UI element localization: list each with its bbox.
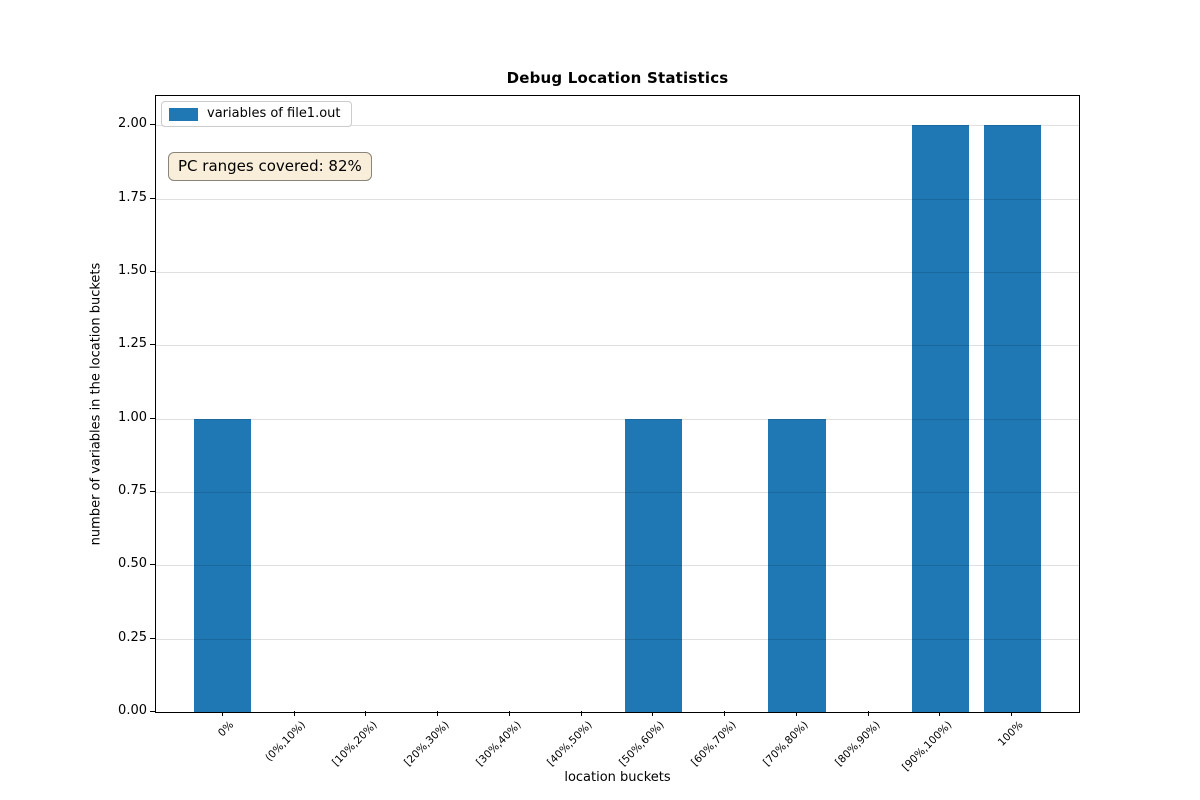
y-tick — [150, 564, 155, 566]
y-tick-label: 1.25 — [118, 336, 147, 352]
x-tick-label: 100% — [996, 719, 1026, 749]
y-tick — [150, 124, 155, 126]
bar — [768, 418, 826, 712]
legend-swatch-icon — [169, 107, 198, 121]
x-tick — [293, 711, 295, 716]
y-tick-label: 1.00 — [118, 409, 147, 425]
y-tick-label: 0.00 — [118, 703, 147, 718]
chart-title: Debug Location Statistics — [506, 69, 729, 87]
gridline — [156, 198, 1079, 200]
x-tick-label: (0%,10%) — [263, 719, 309, 764]
x-tick-label: [90%,100%) — [899, 719, 954, 774]
x-tick-label: 0% — [215, 719, 237, 740]
x-tick — [939, 711, 941, 716]
y-tick — [150, 637, 155, 639]
gridline — [156, 125, 1079, 127]
gridline — [156, 272, 1079, 273]
bar — [624, 418, 683, 712]
x-tick-label: [40%,50%) — [545, 719, 596, 769]
annotation-pc-ranges-covered: PC ranges covered: 82% — [168, 152, 372, 181]
x-tick — [724, 711, 726, 716]
y-tick — [150, 491, 155, 492]
y-tick-label: 0.25 — [118, 629, 147, 645]
bar — [194, 418, 252, 712]
legend-label: variables of file1.out — [207, 106, 341, 121]
plot-area: variables of file1.out PC ranges covered… — [155, 95, 1080, 713]
x-axis-label: location buckets — [564, 770, 671, 785]
x-tick — [365, 711, 367, 716]
gridline — [156, 418, 1079, 420]
y-tick-label: 2.00 — [118, 116, 147, 132]
bar — [983, 125, 1041, 712]
bar — [911, 125, 970, 712]
x-tick — [221, 711, 223, 716]
y-tick — [150, 417, 155, 419]
x-tick — [580, 711, 582, 716]
y-axis-label: number of variables in the location buck… — [88, 262, 104, 546]
gridline — [156, 565, 1079, 567]
x-tick — [652, 711, 654, 716]
x-tick-label: [80%,90%) — [832, 719, 883, 769]
x-tick-label: [20%,30%) — [401, 719, 452, 769]
x-tick-label: [10%,20%) — [330, 719, 380, 769]
gridline — [156, 492, 1079, 493]
y-tick — [150, 197, 155, 199]
y-tick-label: 1.75 — [118, 189, 147, 205]
x-tick — [437, 711, 439, 716]
x-tick — [1011, 711, 1013, 716]
y-tick — [150, 344, 155, 346]
x-tick — [867, 711, 869, 716]
x-tick-label: [30%,40%) — [473, 719, 524, 769]
legend: variables of file1.out — [161, 101, 352, 127]
y-tick — [150, 271, 155, 272]
x-tick-label: [50%,60%) — [617, 719, 667, 769]
y-tick-label: 1.50 — [118, 263, 147, 278]
y-tick — [150, 711, 155, 712]
gridline — [156, 345, 1079, 347]
x-tick — [795, 711, 797, 716]
y-tick-label: 0.50 — [118, 556, 147, 572]
gridline — [156, 638, 1079, 640]
x-tick-label: [60%,70%) — [689, 719, 739, 769]
x-tick-label: [70%,80%) — [760, 719, 811, 769]
x-tick — [508, 711, 510, 716]
y-tick-label: 0.75 — [118, 483, 147, 498]
